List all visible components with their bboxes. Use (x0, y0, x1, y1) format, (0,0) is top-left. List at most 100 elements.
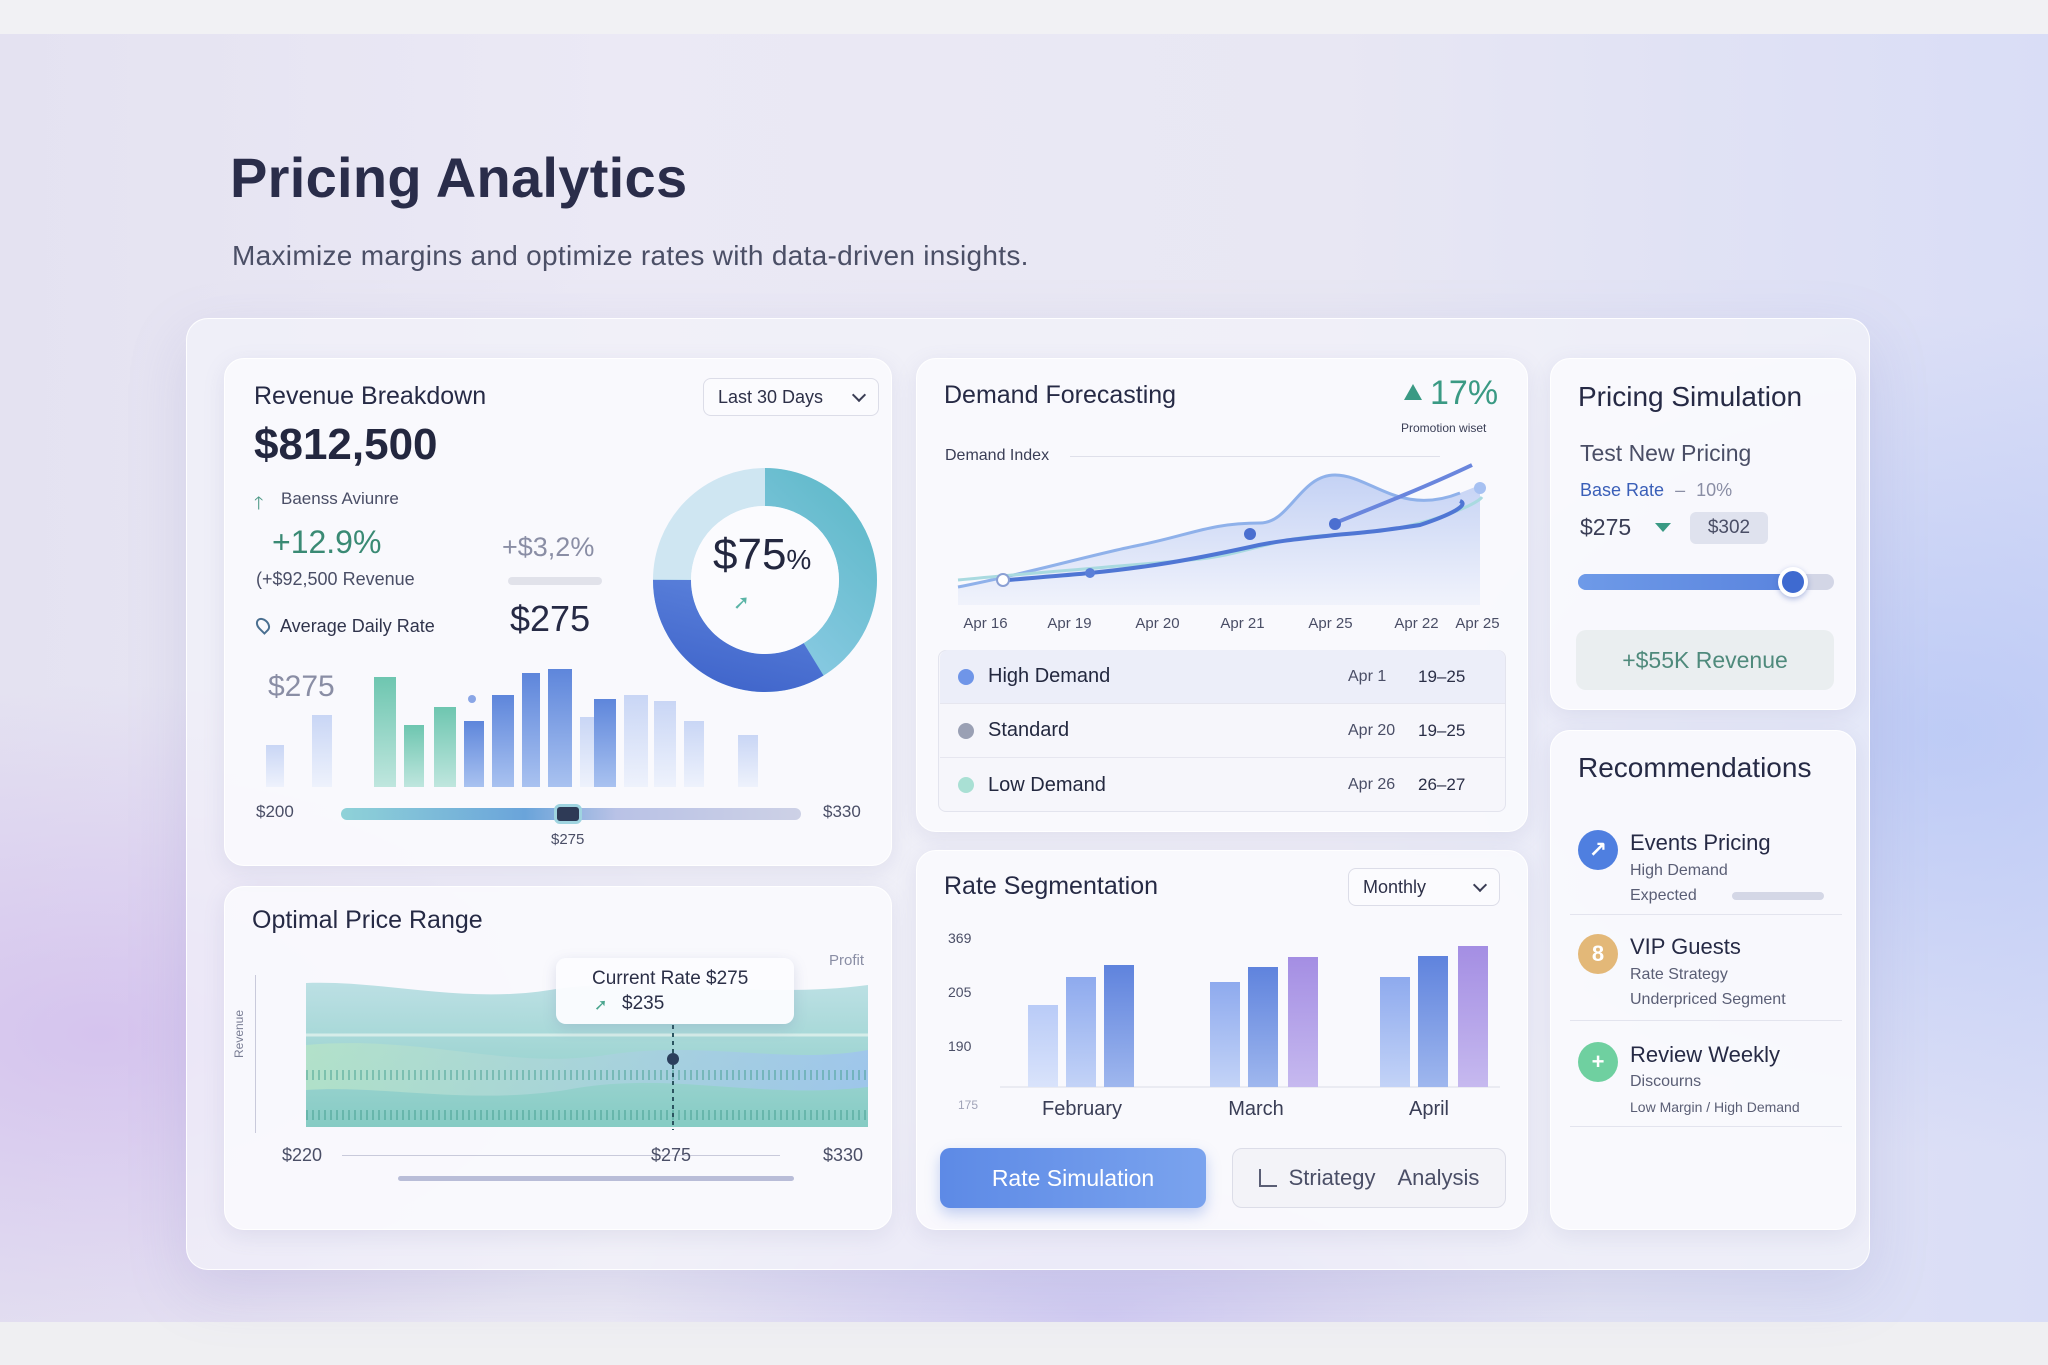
histogram-bar (522, 673, 540, 787)
demand-date-tick: Apr 21 (1220, 615, 1265, 632)
rec-line1: Discourns (1630, 1073, 1702, 1090)
segment-bar (1418, 956, 1448, 1087)
donut-trend-icon: ➚ (733, 592, 750, 614)
optimal-max-label: $330 (823, 1145, 864, 1165)
optimal-scrollbar[interactable] (398, 1176, 794, 1181)
demand-point (1244, 528, 1256, 540)
optimal-price-range-title: Optimal Price Range (252, 906, 483, 934)
demand-change-sub: Promotion wiset (1401, 421, 1487, 435)
demand-row-low[interactable]: Low Demand Apr 26 26–27 (940, 758, 1505, 812)
segment-bar (1248, 967, 1278, 1087)
period-dropdown[interactable]: Last 30 Days (703, 378, 879, 416)
segmentation-period-dropdown[interactable]: Monthly (1348, 868, 1500, 906)
row-range: 19–25 (1418, 720, 1466, 740)
donut-center-value: $75% (713, 530, 811, 580)
optimal-y-axis-label: Revenue (232, 1009, 246, 1058)
seg-y-tick: 175 (958, 1098, 979, 1112)
segment-bar (1028, 1005, 1058, 1087)
rec-title[interactable]: VIP Guests (1630, 934, 1741, 959)
demand-point (1085, 568, 1095, 578)
secondary-bar (508, 577, 602, 585)
rate-simulation-button[interactable]: Rate Simulation (940, 1148, 1206, 1208)
simulation-subtitle: Test New Pricing (1580, 440, 1752, 466)
adr-value: $275 (510, 598, 591, 639)
change-up-icon (1404, 384, 1422, 400)
revenue-impact-button[interactable]: +$55K Revenue (1576, 630, 1834, 690)
demand-top-rule (1070, 456, 1440, 457)
standard-dot (958, 722, 974, 739)
base-rate-pct: 10% (1696, 480, 1733, 500)
demand-date-tick: Apr 25 (1308, 615, 1353, 632)
growth-value: +12.9% (272, 524, 382, 560)
demand-row-standard[interactable]: Standard Apr 20 19–25 (940, 704, 1505, 758)
row-label: Standard (988, 719, 1070, 741)
demand-date-tick: Apr 25 (1455, 615, 1500, 632)
seg-y-tick: 205 (948, 984, 972, 1000)
revenue-total: $812,500 (254, 420, 438, 469)
strategy-label: Striategy (1288, 1165, 1376, 1190)
range-value-label: $275 (551, 831, 585, 848)
seg-y-tick: 369 (948, 930, 972, 946)
window-bottom-bar (0, 1322, 2048, 1365)
demand-row-high[interactable]: High Demand Apr 1 19–25 (940, 650, 1505, 704)
rec-divider (1570, 1126, 1842, 1127)
simulation-slider-fill (1578, 574, 1793, 590)
vip-icon: 8 (1578, 934, 1618, 974)
tooltip-arrow-icon: ➚ (594, 997, 608, 1014)
row-range: 19–25 (1418, 666, 1466, 686)
growth-subtext: (+$92,500 Revenue (256, 569, 415, 589)
plus-icon: + (1578, 1042, 1618, 1082)
row-date: Apr 26 (1348, 776, 1396, 793)
trend-arrow-icon: 🡑 (254, 493, 264, 513)
donut-value: $75 (713, 530, 787, 579)
rec-line2: Low Margin / High Demand (1630, 1099, 1800, 1115)
demand-date-tick: Apr 20 (1135, 615, 1180, 632)
histogram-bar (266, 745, 284, 787)
histogram-bar (738, 735, 758, 787)
segment-bar (1288, 957, 1318, 1087)
window-top-bar (0, 0, 2048, 34)
demand-point (1329, 518, 1341, 530)
rec-line1: Rate Strategy (1630, 966, 1728, 983)
demand-point (1474, 482, 1486, 494)
trend-up-icon: ↗ (1578, 830, 1618, 870)
seg-month-label: February (1041, 1098, 1123, 1120)
row-date: Apr 20 (1348, 721, 1396, 739)
segmentation-period-label: Monthly (1363, 876, 1427, 897)
histogram-bar (624, 695, 648, 787)
histogram-bar (492, 695, 514, 787)
histogram-bar (464, 721, 484, 787)
price-range-slider-handle[interactable] (554, 804, 582, 824)
rate-segmentation-title: Rate Segmentation (944, 872, 1159, 900)
rec-title[interactable]: Events Pricing (1630, 830, 1771, 855)
proposed-price-badge: $302 (1690, 512, 1768, 544)
histogram-bar (594, 699, 616, 787)
low-demand-dot (958, 777, 974, 793)
optimal-mid-label: $275 (651, 1145, 692, 1165)
secondary-growth: +$3,2% (502, 532, 595, 562)
rec-divider (1570, 1020, 1842, 1021)
tooltip-current-rate: Current Rate $275 (592, 968, 749, 989)
page-subtitle: Maximize margins and optimize rates with… (232, 240, 1029, 271)
histogram-bar (654, 701, 676, 787)
simulation-slider-handle[interactable] (1778, 567, 1808, 597)
current-rate-tooltip: Current Rate $275 ➚ $235 (556, 958, 794, 1024)
demand-line-chart (957, 463, 1486, 605)
chevron-down-icon (1472, 877, 1488, 892)
donut-segment-secondary (653, 468, 877, 692)
histogram-bar (548, 669, 572, 787)
page-title: Pricing Analytics (230, 146, 688, 209)
chevron-down-icon (851, 387, 867, 402)
segment-bar (1066, 977, 1096, 1087)
tooltip-value: $235 (622, 993, 665, 1014)
optimal-y-axis (255, 975, 256, 1133)
rec-line2: Expected (1630, 887, 1697, 904)
occupancy-donut-chart (653, 468, 877, 692)
period-dropdown-label: Last 30 Days (718, 386, 824, 407)
rec-title[interactable]: Review Weekly (1630, 1042, 1780, 1067)
rate-segmentation-bar-chart (1000, 946, 1500, 1088)
segment-bar (1104, 965, 1134, 1087)
revenue-histogram (266, 669, 758, 787)
strategy-analysis-button[interactable]: Striategy Analysis (1232, 1148, 1506, 1208)
optimal-min-label: $220 (282, 1145, 323, 1165)
